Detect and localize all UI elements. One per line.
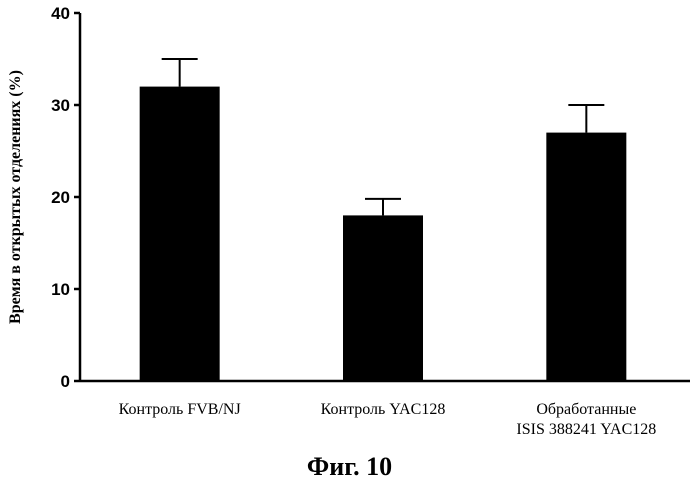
y-tick-label-2: 20: [51, 188, 70, 207]
chart-error-bars: [162, 59, 605, 215]
x-category-label-0: Контроль FVB/NJ: [119, 401, 241, 418]
chart-x-labels: Контроль FVB/NJ Контроль YAC128 Обработанн…: [119, 401, 657, 438]
figure-caption: Фиг. 10: [0, 452, 699, 482]
y-tick-label-3: 30: [51, 96, 70, 115]
chart-bars: [140, 87, 627, 381]
x-category-label-2-line-0: Обработанные: [536, 401, 636, 418]
y-tick-label-0: 0: [61, 372, 70, 391]
y-tick-label-4: 40: [51, 4, 70, 23]
x-category-label-2-line-1: ISIS 388241 YAC128: [516, 421, 656, 438]
bar-0: [140, 87, 220, 381]
y-tick-label-1: 10: [51, 280, 70, 299]
bar-1: [343, 215, 423, 381]
y-axis-label: Время в открытых отделениях (%): [7, 70, 24, 324]
x-category-label-1: Контроль YAC128: [321, 401, 446, 418]
bar-chart: 0 10 20 30 40 Контроль FVB/NJ Контроль YAC128…: [0, 0, 699, 450]
bar-2: [546, 133, 626, 381]
